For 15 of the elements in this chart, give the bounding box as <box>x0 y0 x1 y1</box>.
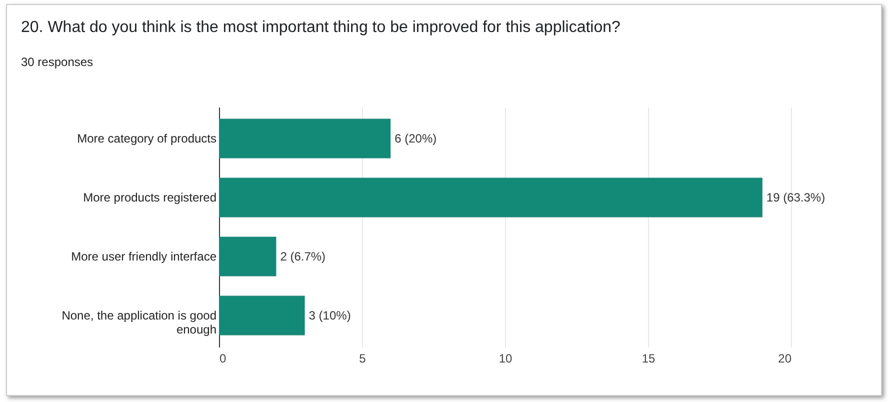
y-tick-label: More category of products <box>77 132 216 146</box>
y-tick-label: More user friendly interface <box>71 249 217 264</box>
x-tick-label: 5 <box>359 352 366 366</box>
x-tick-label: 10 <box>498 352 512 366</box>
text: 30 responses <box>21 55 94 69</box>
data-label: 2 (6.7%) <box>280 249 326 264</box>
y-tick-label: More products registered <box>83 190 216 205</box>
data-label: 19 (63.3%) <box>766 190 826 205</box>
data-label: 6 (20%) <box>394 132 437 146</box>
x-tick-label: 20 <box>778 352 792 366</box>
y-tick-label: None, the application is good enough <box>62 308 216 336</box>
data-label: 3 (10%) <box>308 308 351 322</box>
chart-title: 20. What do you think is the most important thing to be improved for this application? <box>21 19 620 37</box>
x-tick-label: 0 <box>220 352 226 366</box>
x-tick-label: 15 <box>642 352 656 366</box>
